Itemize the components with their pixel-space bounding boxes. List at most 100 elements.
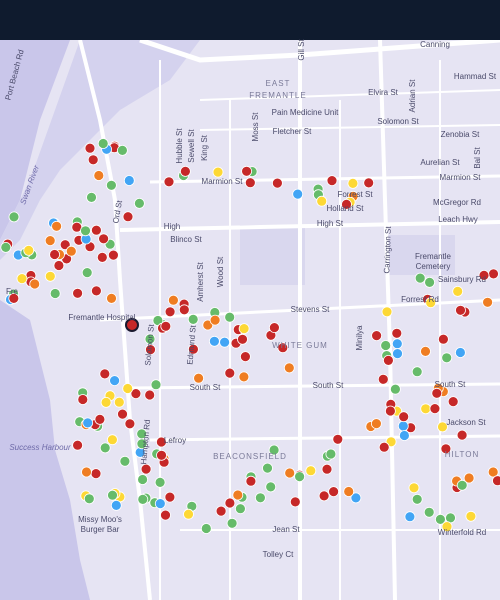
marker	[289, 496, 301, 508]
map-label: Moss St	[251, 112, 260, 142]
marker	[341, 198, 352, 210]
marker	[144, 389, 156, 401]
marker	[77, 394, 89, 405]
marker	[44, 270, 56, 282]
marker	[164, 306, 176, 318]
marker	[238, 371, 250, 383]
map-label: Forrest Rd	[401, 295, 439, 304]
river	[0, 40, 70, 240]
marker	[478, 269, 490, 281]
marker	[144, 333, 156, 345]
marker	[87, 154, 99, 166]
marker	[325, 448, 337, 460]
marker	[318, 490, 330, 502]
marker	[98, 233, 109, 245]
marker	[277, 342, 289, 354]
marker	[140, 463, 152, 475]
marker	[389, 383, 401, 395]
marker	[215, 505, 227, 517]
marker	[145, 344, 156, 356]
marker	[219, 336, 231, 348]
map-label: Cemetery	[416, 262, 451, 271]
map-label: Jean St	[272, 525, 300, 534]
marker	[97, 138, 109, 149]
marker	[234, 503, 246, 515]
marker	[8, 292, 20, 304]
map-label: FREMANTLE	[249, 91, 306, 100]
marker	[90, 468, 102, 480]
marker	[82, 417, 94, 429]
marker	[179, 165, 191, 177]
marker	[404, 511, 416, 523]
marker	[8, 211, 20, 223]
marker	[268, 322, 280, 334]
marker	[265, 481, 277, 493]
map-label: WHITE GUM	[272, 341, 328, 350]
map-label: Jackson St	[446, 418, 486, 427]
marker	[429, 403, 441, 415]
marker	[160, 509, 171, 521]
marker	[99, 442, 111, 454]
marker	[137, 474, 149, 485]
map-label: Solomon St	[143, 323, 156, 366]
marker	[122, 211, 134, 223]
top-bar	[0, 0, 500, 40]
marker	[81, 267, 93, 279]
marker	[397, 420, 409, 432]
marker	[193, 372, 205, 384]
map-label: Ord St	[111, 199, 124, 224]
map-label: HILTON	[445, 450, 480, 459]
marker	[72, 439, 83, 451]
marker	[391, 338, 403, 350]
marker	[226, 517, 238, 529]
marker	[224, 497, 236, 509]
park	[240, 225, 305, 285]
marker	[420, 345, 431, 357]
map-label: Bal St	[473, 147, 482, 169]
marker	[482, 296, 494, 308]
marker	[110, 499, 122, 511]
marker	[238, 323, 250, 335]
marker	[283, 362, 295, 374]
marker	[187, 313, 199, 325]
marker	[454, 347, 466, 358]
marker	[136, 438, 148, 450]
marker	[268, 444, 280, 456]
marker	[49, 288, 61, 299]
marker	[154, 498, 166, 510]
map-label: Sainsbury Rd	[438, 275, 486, 284]
marker	[292, 188, 304, 200]
ocean	[0, 300, 90, 600]
marker	[377, 373, 389, 385]
map-label: Tolley Ct	[263, 550, 294, 559]
marker	[0, 241, 12, 253]
marker	[408, 482, 420, 494]
marker	[154, 476, 166, 488]
marker	[294, 471, 306, 483]
marker	[208, 335, 220, 347]
marker	[239, 351, 251, 363]
map-label: Minilya	[355, 325, 364, 350]
marker	[391, 327, 403, 339]
marker	[382, 354, 394, 366]
marker	[200, 523, 212, 534]
map-label: BEACONSFIELD	[213, 452, 287, 461]
marker	[94, 413, 106, 425]
map-label: South St	[190, 383, 221, 392]
marker	[487, 466, 499, 478]
map-label: Marmion St	[440, 173, 482, 182]
map-label: Adrian St	[408, 79, 417, 113]
marker	[465, 510, 477, 522]
marker	[224, 311, 236, 323]
map-label: Hubble St	[175, 128, 184, 164]
marker	[51, 220, 62, 232]
marker	[91, 285, 102, 297]
map-label: Solomon St	[377, 117, 419, 126]
map-label: Hammad St	[454, 72, 497, 81]
marker	[23, 244, 35, 256]
marker	[456, 429, 468, 441]
map-label: Marmion St	[202, 177, 244, 186]
marker	[113, 396, 125, 408]
marker	[305, 465, 317, 477]
marker	[380, 340, 392, 351]
